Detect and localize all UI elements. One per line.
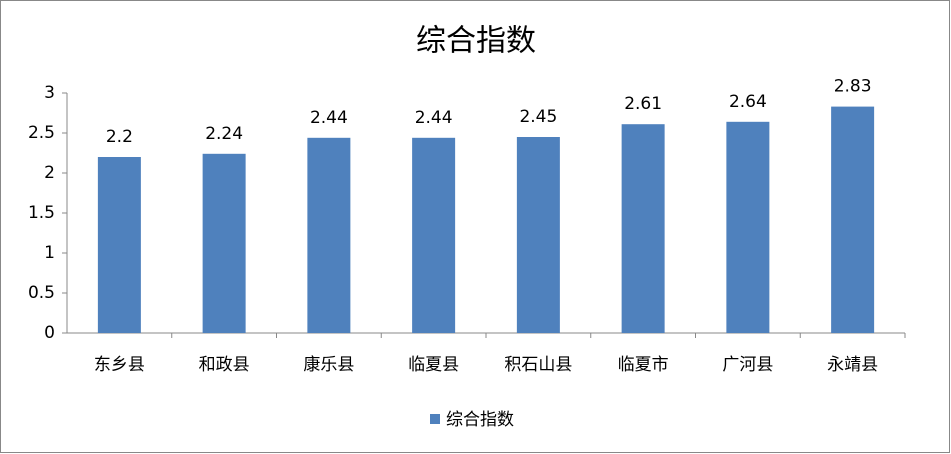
y-tick-label: 2.5 <box>28 123 55 143</box>
y-tick-label: 3 <box>44 83 55 103</box>
data-label: 2.24 <box>205 124 243 144</box>
x-tick-label: 临夏县 <box>408 355 459 375</box>
y-tick-label: 2 <box>44 163 55 183</box>
x-tick-label: 东乡县 <box>94 355 145 375</box>
bar <box>726 121 770 333</box>
x-tick-label: 永靖县 <box>827 355 878 375</box>
legend-swatch <box>430 414 440 424</box>
bar <box>516 137 560 333</box>
x-tick-label: 临夏市 <box>618 355 669 375</box>
bar <box>202 153 246 333</box>
y-tick-label: 0.5 <box>28 283 55 303</box>
chart-title: 综合指数 <box>416 24 536 59</box>
y-tick-label: 0 <box>44 323 55 343</box>
y-tick-label: 1.5 <box>28 203 55 223</box>
bar <box>412 137 456 333</box>
bar <box>831 106 875 333</box>
data-label: 2.61 <box>624 94 662 114</box>
x-tick-label: 积石山县 <box>504 355 572 375</box>
x-tick-label: 康乐县 <box>303 355 354 375</box>
bar <box>621 124 665 333</box>
data-label: 2.44 <box>415 108 453 128</box>
bar <box>307 137 351 333</box>
y-tick-label: 1 <box>44 243 55 263</box>
bar <box>97 157 141 333</box>
data-label: 2.44 <box>310 108 348 128</box>
data-label: 2.83 <box>834 77 872 97</box>
x-tick-label: 和政县 <box>199 355 250 375</box>
legend-label: 综合指数 <box>446 410 514 430</box>
data-label: 2.45 <box>519 107 557 127</box>
data-label: 2.64 <box>729 92 767 112</box>
x-tick-label: 广河县 <box>722 355 773 375</box>
data-label: 2.2 <box>106 127 133 147</box>
